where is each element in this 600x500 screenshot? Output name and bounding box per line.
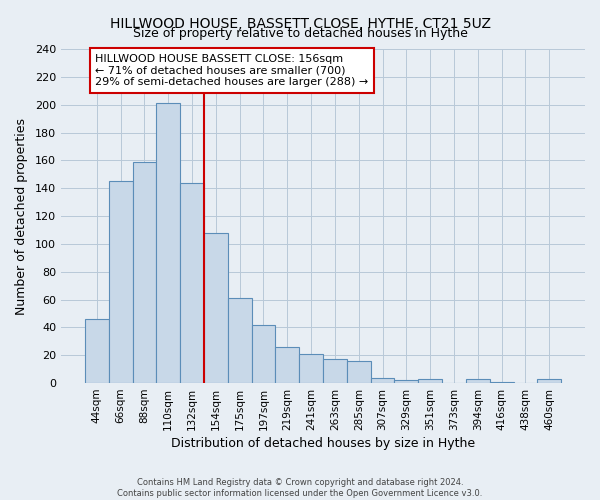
Bar [466, 379, 490, 383]
Text: Size of property relative to detached houses in Hythe: Size of property relative to detached ho… [133, 28, 467, 40]
Bar [538, 379, 561, 383]
Bar [251, 324, 275, 383]
Y-axis label: Number of detached properties: Number of detached properties [15, 118, 28, 314]
Text: HILLWOOD HOUSE, BASSETT CLOSE, HYTHE, CT21 5UZ: HILLWOOD HOUSE, BASSETT CLOSE, HYTHE, CT… [110, 18, 491, 32]
Bar [180, 182, 204, 383]
Bar [323, 360, 347, 383]
Bar [490, 382, 514, 383]
Bar [133, 162, 157, 383]
Bar [347, 361, 371, 383]
Bar [157, 104, 180, 383]
Bar [275, 347, 299, 383]
Text: HILLWOOD HOUSE BASSETT CLOSE: 156sqm
← 71% of detached houses are smaller (700)
: HILLWOOD HOUSE BASSETT CLOSE: 156sqm ← 7… [95, 54, 368, 87]
Bar [394, 380, 418, 383]
Bar [85, 319, 109, 383]
Bar [228, 298, 251, 383]
Bar [371, 378, 394, 383]
Bar [109, 181, 133, 383]
Bar [204, 232, 228, 383]
X-axis label: Distribution of detached houses by size in Hythe: Distribution of detached houses by size … [171, 437, 475, 450]
Text: Contains HM Land Registry data © Crown copyright and database right 2024.
Contai: Contains HM Land Registry data © Crown c… [118, 478, 482, 498]
Bar [299, 354, 323, 383]
Bar [418, 379, 442, 383]
